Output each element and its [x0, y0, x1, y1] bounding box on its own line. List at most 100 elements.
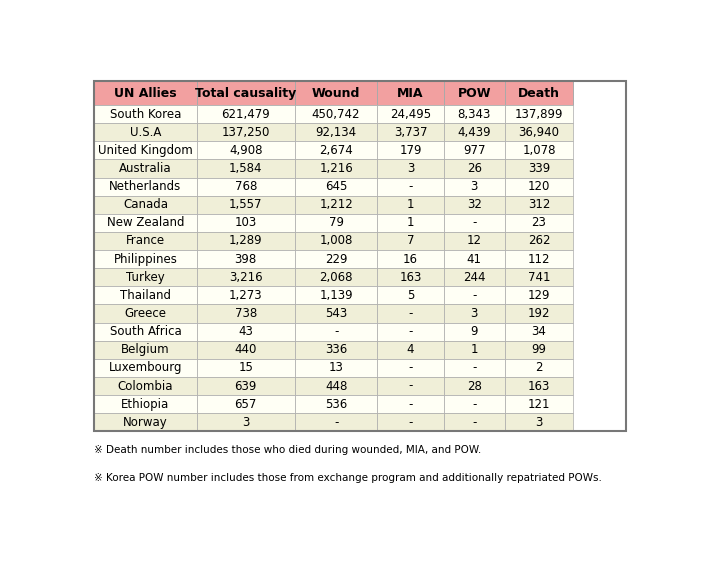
Text: 4,439: 4,439 [458, 126, 491, 139]
Bar [94, 177, 197, 196]
Bar [378, 413, 444, 431]
Bar [295, 250, 378, 268]
Bar [444, 177, 505, 196]
Bar [197, 304, 295, 322]
Bar [505, 359, 573, 377]
Text: 121: 121 [528, 398, 550, 410]
Bar [94, 81, 197, 105]
Bar [505, 322, 573, 340]
Text: 2,674: 2,674 [319, 144, 353, 157]
Text: Greece: Greece [124, 307, 167, 320]
Bar [444, 359, 505, 377]
Bar [378, 123, 444, 141]
Text: 621,479: 621,479 [221, 107, 270, 121]
Text: Norway: Norway [123, 416, 168, 429]
Bar [505, 141, 573, 159]
Bar [295, 286, 378, 304]
Text: 312: 312 [528, 198, 550, 211]
Text: 163: 163 [399, 271, 422, 284]
Text: 639: 639 [235, 380, 257, 392]
Text: 977: 977 [463, 144, 486, 157]
Bar [378, 268, 444, 286]
Text: -: - [408, 361, 413, 374]
Text: UN Allies: UN Allies [114, 87, 176, 100]
Text: -: - [408, 398, 413, 410]
Text: 440: 440 [235, 343, 257, 356]
Text: ※ Korea POW number includes those from exchange program and additionally repatri: ※ Korea POW number includes those from e… [94, 473, 602, 483]
Bar [378, 214, 444, 232]
Bar [378, 177, 444, 196]
Text: -: - [408, 307, 413, 320]
Text: -: - [472, 398, 477, 410]
Bar [197, 232, 295, 250]
Bar [378, 196, 444, 214]
Text: -: - [472, 361, 477, 374]
Bar [295, 395, 378, 413]
Text: 28: 28 [467, 380, 482, 392]
Text: 7: 7 [407, 234, 414, 247]
Text: Netherlands: Netherlands [110, 180, 181, 193]
Text: Thailand: Thailand [120, 289, 171, 302]
Bar [444, 377, 505, 395]
Text: 339: 339 [528, 162, 550, 175]
Text: 4,908: 4,908 [229, 144, 262, 157]
Bar [295, 123, 378, 141]
Text: 163: 163 [528, 380, 550, 392]
Text: 1,273: 1,273 [229, 289, 262, 302]
Bar [444, 105, 505, 123]
Bar [197, 286, 295, 304]
Text: 79: 79 [328, 216, 344, 229]
Text: South Korea: South Korea [110, 107, 181, 121]
Text: 2,068: 2,068 [319, 271, 353, 284]
Text: 448: 448 [325, 380, 347, 392]
Text: -: - [472, 216, 477, 229]
Bar [94, 141, 197, 159]
Text: 3: 3 [535, 416, 543, 429]
Bar [295, 322, 378, 340]
Text: 36,940: 36,940 [518, 126, 560, 139]
Text: U.S.A: U.S.A [130, 126, 161, 139]
Bar [378, 340, 444, 359]
Bar [378, 105, 444, 123]
Text: -: - [334, 416, 338, 429]
Bar [444, 268, 505, 286]
Text: -: - [334, 325, 338, 338]
Text: 179: 179 [399, 144, 422, 157]
Bar [444, 340, 505, 359]
Text: 1,216: 1,216 [319, 162, 353, 175]
Text: 645: 645 [325, 180, 347, 193]
Bar [295, 214, 378, 232]
Bar [197, 159, 295, 177]
Bar [378, 250, 444, 268]
Bar [378, 159, 444, 177]
Bar [444, 250, 505, 268]
Text: -: - [408, 180, 413, 193]
Text: 9: 9 [470, 325, 478, 338]
Text: 3: 3 [242, 416, 250, 429]
Text: 450,742: 450,742 [312, 107, 361, 121]
Text: 536: 536 [325, 398, 347, 410]
Text: Philippines: Philippines [113, 252, 177, 266]
Bar [378, 359, 444, 377]
Bar [505, 395, 573, 413]
Text: 1,139: 1,139 [319, 289, 353, 302]
Bar [94, 214, 197, 232]
Text: 41: 41 [467, 252, 482, 266]
Bar [444, 395, 505, 413]
Text: 23: 23 [531, 216, 546, 229]
Bar [444, 232, 505, 250]
Text: 398: 398 [235, 252, 257, 266]
Bar [197, 340, 295, 359]
Text: South Africa: South Africa [110, 325, 181, 338]
Bar [444, 123, 505, 141]
Text: France: France [126, 234, 165, 247]
Text: 112: 112 [528, 252, 550, 266]
Text: 1,078: 1,078 [522, 144, 555, 157]
Bar [94, 232, 197, 250]
Text: 1,212: 1,212 [319, 198, 353, 211]
Text: 129: 129 [528, 289, 550, 302]
Bar [378, 232, 444, 250]
Bar [295, 413, 378, 431]
Bar [444, 286, 505, 304]
Text: 543: 543 [325, 307, 347, 320]
